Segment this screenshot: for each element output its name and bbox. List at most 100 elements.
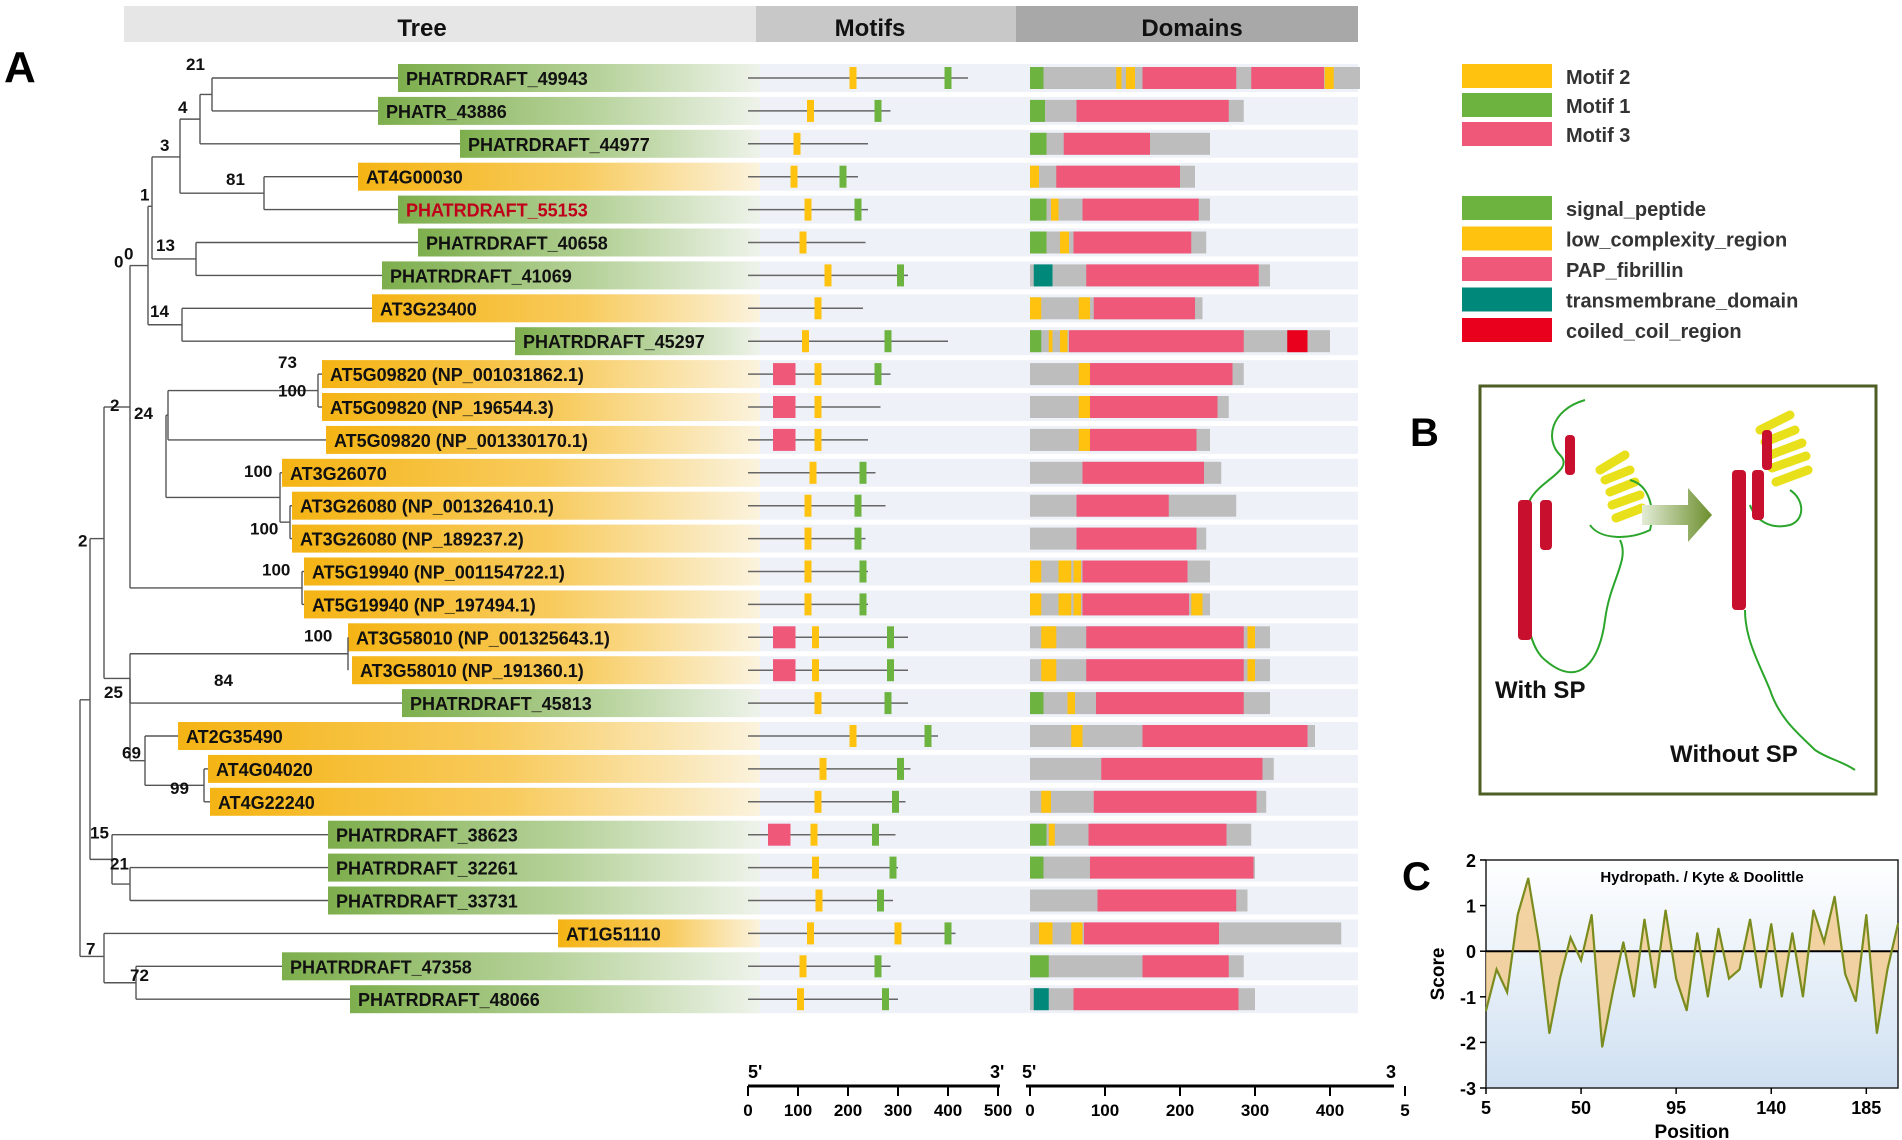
motif-1-mark bbox=[854, 198, 862, 221]
domain-pap bbox=[1088, 823, 1227, 846]
legend-label: coiled_coil_region bbox=[1566, 321, 1742, 343]
motif-1-mark bbox=[887, 659, 894, 682]
gene-label-box bbox=[208, 754, 760, 783]
motif-2-mark bbox=[807, 922, 814, 945]
gene-name: PHATRDRAFT_55153 bbox=[406, 201, 588, 221]
bootstrap-label: 24 bbox=[134, 404, 153, 423]
gene-name: AT4G00030 bbox=[366, 168, 463, 188]
motif-3-mark bbox=[773, 363, 796, 386]
hydropathy-point bbox=[1812, 909, 1815, 911]
motif-2-mark bbox=[849, 67, 857, 89]
chart-xtick-label: 95 bbox=[1666, 1098, 1686, 1118]
hydropathy-point bbox=[1717, 927, 1720, 930]
domain-lcr bbox=[1058, 593, 1072, 616]
hydropathy-point bbox=[1622, 941, 1625, 943]
hydropathy-point bbox=[1876, 1032, 1878, 1035]
motif-1-mark bbox=[884, 692, 892, 715]
motif-1-mark bbox=[882, 988, 889, 1011]
motif-axis-tick-label: 400 bbox=[934, 1101, 962, 1120]
gene-name: PHATRDRAFT_48066 bbox=[358, 990, 540, 1010]
motif-axis-tick-label: 0 bbox=[743, 1101, 752, 1120]
gene-name: AT5G09820 (NP_001031862.1) bbox=[330, 365, 584, 385]
bootstrap-label: 2 bbox=[110, 396, 119, 415]
motif-1-mark bbox=[874, 363, 882, 386]
domain-lcr bbox=[1051, 198, 1059, 221]
domain-pap bbox=[1090, 363, 1233, 386]
gene-name: AT2G35490 bbox=[186, 727, 283, 747]
domain-axis: 5' 3 0 100 200 300 400 5 bbox=[1022, 1062, 1410, 1120]
bootstrap-label: 100 bbox=[244, 462, 272, 481]
motif-2-mark bbox=[807, 99, 814, 122]
domain-axis-tick-label: 100 bbox=[1091, 1101, 1119, 1120]
legend-label: Motif 1 bbox=[1566, 96, 1630, 118]
motif-axis-tick-label: 300 bbox=[884, 1101, 912, 1120]
motif-2-mark bbox=[802, 330, 809, 353]
domain-pap bbox=[1084, 922, 1219, 945]
domain-lcr bbox=[1078, 363, 1090, 386]
bootstrap-label: 3 bbox=[160, 136, 169, 155]
domain-lcr bbox=[1030, 593, 1042, 616]
motif-1-mark bbox=[854, 527, 862, 550]
domain-pap bbox=[1086, 626, 1244, 649]
domain-pap bbox=[1093, 790, 1257, 813]
gene-name: PHATR_43886 bbox=[386, 102, 507, 122]
gene-name: AT3G26080 (NP_001326410.1) bbox=[300, 497, 554, 517]
legend-swatch-coiled_coil_region bbox=[1462, 318, 1552, 342]
beta-sheet-with bbox=[1595, 450, 1647, 523]
legend-label: signal_peptide bbox=[1566, 199, 1706, 221]
domain-lcr bbox=[1116, 67, 1122, 89]
gene-label-box bbox=[304, 590, 760, 619]
domain-sp bbox=[1030, 692, 1044, 715]
gene-label-box bbox=[515, 327, 760, 356]
domain-lcr bbox=[1041, 626, 1057, 649]
domain-legend: signal_peptide low_complexity_region PAP_f… bbox=[1462, 196, 1798, 343]
motif-2-mark bbox=[812, 659, 819, 682]
gene-label-box bbox=[328, 820, 760, 849]
hydropathy-point bbox=[1654, 986, 1656, 989]
gene-name: AT5G09820 (NP_196544.3) bbox=[330, 398, 554, 418]
gene-label-box bbox=[358, 162, 760, 191]
gene-name: PHATRDRAFT_38623 bbox=[336, 826, 518, 846]
gene-label-box bbox=[292, 491, 760, 520]
domain-pap bbox=[1251, 67, 1324, 89]
motif-2-mark bbox=[819, 757, 827, 780]
domain-lcr bbox=[1048, 330, 1053, 353]
motif-2-mark bbox=[804, 198, 812, 221]
motif-1-mark bbox=[854, 494, 862, 517]
domains-header-bar bbox=[1016, 6, 1358, 42]
motif-legend: Motif 2 Motif 1 Motif 3 bbox=[1462, 64, 1630, 147]
bootstrap-label: 21 bbox=[110, 855, 129, 874]
domain-lcr bbox=[1058, 560, 1072, 583]
short-helix-without bbox=[1752, 470, 1764, 520]
bootstrap-label: 81 bbox=[226, 170, 245, 189]
gene-label-box bbox=[372, 294, 760, 323]
domain-pap bbox=[1090, 396, 1218, 418]
tree-header-bar bbox=[124, 6, 756, 42]
domain-sp bbox=[1030, 955, 1049, 978]
domain-pap bbox=[1076, 99, 1229, 122]
domain-lcr bbox=[1039, 922, 1053, 945]
gene-name: AT5G19940 (NP_197494.1) bbox=[312, 595, 536, 615]
domain-pap bbox=[1090, 428, 1197, 451]
motif-1-mark bbox=[889, 856, 897, 879]
domain-axis-tick-label: 300 bbox=[1241, 1101, 1269, 1120]
domain-pap bbox=[1063, 132, 1150, 155]
legend-swatch-low_complexity_region bbox=[1462, 226, 1552, 251]
domain-lcr bbox=[1247, 659, 1255, 682]
motif-2-mark bbox=[810, 823, 818, 846]
chart-xtick-label: 5 bbox=[1481, 1098, 1491, 1118]
domain-lcr bbox=[1071, 922, 1083, 945]
domain-pap bbox=[1073, 988, 1239, 1011]
motif-1-mark bbox=[897, 264, 904, 287]
protein-structure-without-sp bbox=[1732, 410, 1856, 771]
domain-sp bbox=[1030, 330, 1042, 353]
gene-label-box bbox=[322, 393, 760, 421]
gene-label-box bbox=[558, 919, 760, 948]
chart-ylabel: Score bbox=[1428, 948, 1449, 1001]
beta-sheet-without bbox=[1755, 410, 1813, 487]
gene-name: PHATRDRAFT_45813 bbox=[410, 694, 592, 714]
domains-header: Domains bbox=[1141, 15, 1242, 42]
gene-name: PHATRDRAFT_32261 bbox=[336, 859, 518, 879]
motif-2-mark bbox=[814, 363, 822, 386]
bootstrap-label: 14 bbox=[150, 302, 169, 321]
